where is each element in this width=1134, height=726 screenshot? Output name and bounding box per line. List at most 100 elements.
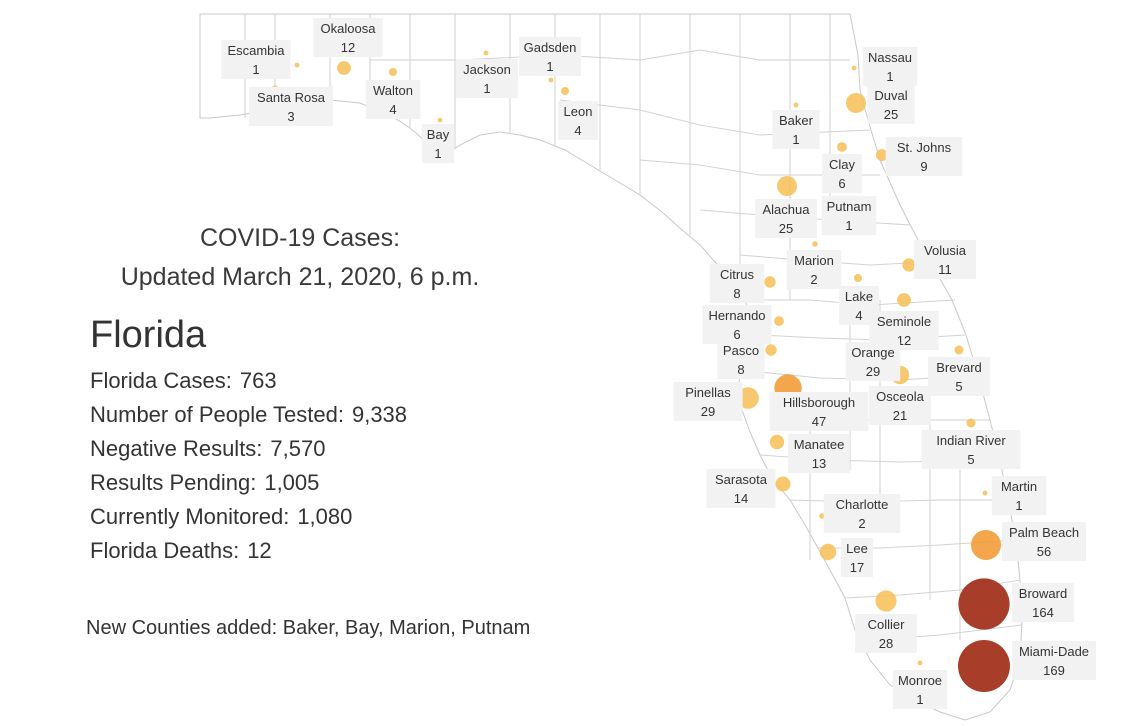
county-label-background	[885, 137, 963, 176]
case-circle-palm-beach[interactable]	[971, 530, 1001, 560]
case-circle-indian-river[interactable]	[966, 418, 976, 428]
county-case-count: 11	[938, 262, 952, 277]
county-case-count: 12	[341, 40, 355, 55]
county-case-count: 47	[812, 414, 826, 429]
county-name: Orange	[851, 345, 894, 360]
county-name: Brevard	[936, 360, 982, 375]
county-case-count: 29	[701, 404, 715, 419]
county-case-count: 8	[733, 286, 740, 301]
case-circle-okaloosa[interactable]	[337, 61, 351, 75]
county-case-count: 1	[792, 132, 799, 147]
county-label-background	[1012, 583, 1074, 622]
county-label-background	[1002, 522, 1086, 561]
case-circle-walton[interactable]	[389, 68, 397, 76]
case-circle-lee[interactable]	[819, 543, 837, 561]
county-label-hillsborough: Hillsborough 47	[769, 392, 869, 431]
county-case-count: 25	[779, 221, 793, 236]
case-circle-bay[interactable]	[437, 117, 443, 123]
county-name: Martin	[1001, 479, 1037, 494]
county-case-count: 9	[920, 159, 927, 174]
case-circle-sarasota[interactable]	[775, 476, 791, 492]
stat-label: Number of People Tested:	[90, 402, 344, 427]
case-circle-duval[interactable]	[846, 93, 866, 113]
case-circle-lake[interactable]	[854, 274, 862, 282]
case-circle-alachua[interactable]	[777, 176, 797, 196]
case-circle-volusia[interactable]	[902, 258, 916, 272]
stat-value: 1,080	[297, 504, 353, 529]
case-circle-collier[interactable]	[875, 590, 897, 612]
county-case-count: 6	[733, 327, 740, 342]
county-label-background	[709, 264, 765, 303]
case-circle-miami-dade[interactable]	[958, 640, 1010, 692]
case-circle-gadsden[interactable]	[548, 77, 554, 83]
case-circle-martin[interactable]	[982, 490, 988, 496]
county-label-background	[421, 124, 455, 163]
county-name: Sarasota	[715, 472, 768, 487]
county-label-monroe: Monroe 1	[892, 670, 948, 709]
case-circle-pasco[interactable]	[765, 344, 777, 356]
county-label-nassau: Nassau 1	[862, 47, 918, 86]
county-name: Gadsden	[524, 40, 577, 55]
county-label-background	[991, 476, 1047, 515]
county-name: Lake	[845, 289, 873, 304]
case-circle-charlotte[interactable]	[819, 513, 825, 519]
county-case-count: 1	[1015, 498, 1022, 513]
county-label-background	[786, 250, 842, 289]
stat-label: Results Pending:	[90, 470, 257, 495]
county-label-background	[755, 199, 817, 238]
county-case-count: 13	[812, 456, 826, 471]
county-label-background	[928, 357, 990, 396]
county-label-indian-river: Indian River 5	[921, 430, 1021, 469]
county-label-background	[706, 469, 776, 508]
stat-deaths: Florida Deaths: 12	[90, 538, 407, 572]
county-label-background	[249, 87, 333, 126]
county-label-background	[673, 382, 743, 421]
county-label-charlotte: Charlotte 2	[823, 494, 901, 533]
case-circle-st-johns[interactable]	[876, 149, 888, 161]
case-circle-jackson[interactable]	[483, 50, 489, 56]
header-updated-date: Updated March 21, 2020, 6 p.m.	[120, 263, 480, 291]
county-label-duval: Duval 25	[867, 85, 915, 124]
county-case-count: 8	[737, 362, 744, 377]
county-case-count: 1	[916, 692, 923, 707]
county-name: Walton	[373, 83, 413, 98]
county-case-count: 164	[1032, 605, 1054, 620]
county-label-brevard: Brevard 5	[928, 357, 990, 396]
case-circle-leon[interactable]	[561, 87, 569, 95]
county-label-background	[717, 340, 765, 379]
county-label-hernando: Hernando 6	[702, 305, 772, 344]
stat-pending: Results Pending: 1,005	[90, 470, 407, 504]
county-label-background	[845, 342, 901, 381]
county-name: Palm Beach	[1009, 525, 1079, 540]
case-circle-hernando[interactable]	[774, 316, 784, 326]
case-circle-citrus[interactable]	[764, 276, 776, 288]
county-label-background	[772, 110, 820, 149]
county-label-background	[456, 59, 518, 98]
county-label-background	[788, 434, 850, 473]
county-label-escambia: Escambia 1	[221, 40, 291, 79]
county-case-count: 12	[897, 333, 911, 348]
case-circle-monroe[interactable]	[917, 660, 923, 666]
county-label-background	[313, 18, 383, 57]
case-circle-manatee[interactable]	[769, 434, 785, 450]
case-circle-clay[interactable]	[837, 142, 847, 152]
case-circle-nassau[interactable]	[851, 65, 857, 71]
case-circle-seminole[interactable]	[897, 293, 911, 307]
case-circle-brevard[interactable]	[954, 345, 964, 355]
case-circle-escambia[interactable]	[294, 62, 300, 68]
county-name: Monroe	[898, 673, 942, 688]
county-name: Osceola	[876, 389, 924, 404]
county-label-putnam: Putnam 1	[821, 196, 877, 235]
stat-value: 9,338	[351, 402, 408, 427]
county-case-count: 1	[886, 69, 893, 84]
stat-label: Currently Monitored:	[90, 504, 290, 529]
county-name: Marion	[794, 253, 834, 268]
county-label-background	[867, 85, 915, 124]
case-circle-baker[interactable]	[793, 102, 799, 108]
county-label-clay: Clay 6	[822, 154, 862, 193]
case-circle-marion[interactable]	[812, 241, 818, 247]
county-case-count: 5	[955, 379, 962, 394]
county-label-background	[892, 670, 948, 709]
county-label-citrus: Citrus 8	[709, 264, 765, 303]
case-circle-broward[interactable]	[958, 578, 1010, 630]
